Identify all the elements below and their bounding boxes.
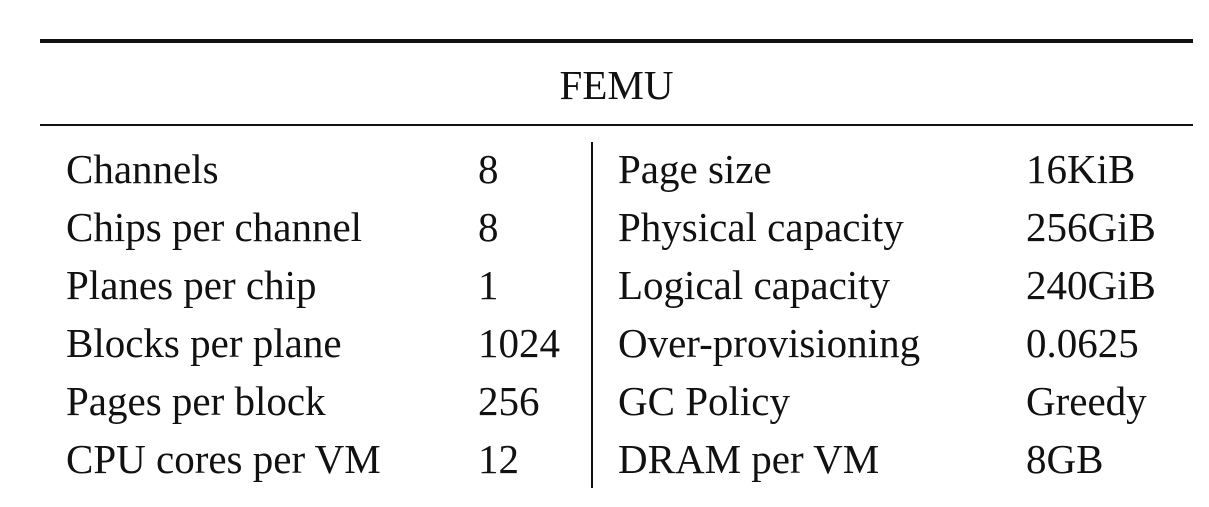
left-parameter-value: 8: [478, 204, 499, 250]
left-parameter-label: Channels: [66, 146, 219, 192]
right-parameter-value: 0.0625: [1026, 320, 1139, 366]
left-parameter-label: CPU cores per VM: [66, 436, 381, 482]
right-parameter-value: Greedy: [1026, 378, 1147, 424]
left-parameter-value: 1024: [478, 320, 560, 366]
table-top-rule: [40, 39, 1193, 43]
column-separator: [591, 142, 593, 488]
right-parameter-label: Physical capacity: [618, 204, 904, 250]
left-parameter-label: Pages per block: [66, 378, 326, 424]
table-row: Blocks per plane 1024 Over-provisioning …: [0, 314, 1209, 372]
right-parameter-value: 240GiB: [1026, 262, 1156, 308]
left-parameter-value: 12: [478, 436, 519, 482]
right-parameter-value: 16KiB: [1026, 146, 1136, 192]
left-parameter-label: Planes per chip: [66, 262, 317, 308]
table-row: Planes per chip 1 Logical capacity 240Gi…: [0, 256, 1209, 314]
right-parameter-value: 8GB: [1026, 436, 1104, 482]
left-parameter-value: 256: [478, 378, 540, 424]
right-parameter-label: DRAM per VM: [618, 436, 880, 482]
right-parameter-value: 256GiB: [1026, 204, 1156, 250]
left-parameter-value: 8: [478, 146, 499, 192]
right-parameter-label: Page size: [618, 146, 772, 192]
table-row: Channels 8 Page size 16KiB: [0, 140, 1209, 198]
right-parameter-label: Over-provisioning: [618, 320, 921, 366]
right-parameter-label: GC Policy: [618, 378, 790, 424]
left-parameter-value: 1: [478, 262, 499, 308]
table-header-rule: [40, 124, 1193, 126]
left-parameter-label: Blocks per plane: [66, 320, 342, 366]
right-parameter-label: Logical capacity: [618, 262, 891, 308]
table-row: Chips per channel 8 Physical capacity 25…: [0, 198, 1209, 256]
left-parameter-label: Chips per channel: [66, 204, 363, 250]
table-row: Pages per block 256 GC Policy Greedy: [0, 372, 1209, 430]
table-caption: FEMU: [559, 62, 674, 108]
table-row: CPU cores per VM 12 DRAM per VM 8GB: [0, 430, 1209, 488]
